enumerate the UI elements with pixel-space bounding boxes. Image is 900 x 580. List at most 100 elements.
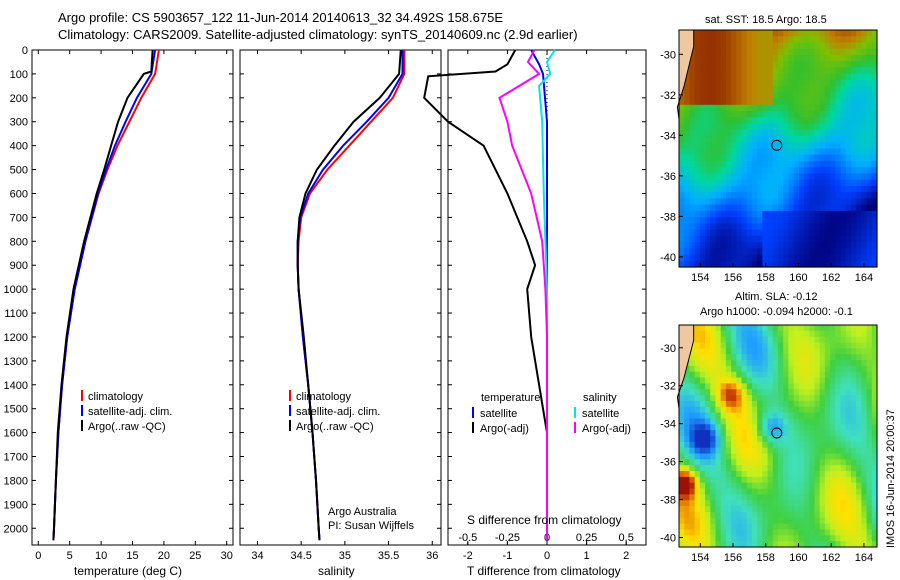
map-cell: [720, 92, 727, 100]
map-cell: [731, 383, 737, 390]
map-cell: [866, 441, 873, 449]
map-cell: [856, 73, 862, 81]
map-cell: [751, 436, 758, 443]
map-cell: [840, 360, 847, 367]
map-cell: [783, 198, 790, 206]
map-cell: [793, 523, 800, 531]
map-cell: [705, 482, 711, 490]
map-cell: [720, 465, 727, 472]
map-cell: [725, 129, 732, 137]
map-cell: [772, 36, 779, 44]
map-cell: [778, 210, 784, 218]
legend-title-salinity: salinity: [583, 392, 617, 404]
map-cell: [725, 79, 732, 87]
map-cell: [866, 67, 873, 75]
map-cell: [757, 418, 763, 425]
map-cell: [830, 325, 836, 332]
map-cell: [715, 92, 722, 100]
map-cell: [705, 342, 711, 349]
map-cell: [751, 36, 758, 44]
map-cell: [798, 494, 805, 501]
map-cell: [757, 98, 763, 106]
map-cell: [699, 476, 706, 484]
map-cell: [866, 500, 873, 507]
map-cell: [835, 160, 842, 168]
map-cell: [757, 506, 763, 513]
map-cell: [684, 447, 691, 455]
map-cell: [720, 342, 727, 349]
map-cell: [731, 377, 737, 385]
map-cell: [731, 476, 737, 484]
map-cell: [679, 111, 685, 118]
map-cell: [804, 395, 810, 402]
map-cell: [856, 98, 862, 106]
map-cell: [809, 476, 816, 484]
map-cell: [710, 154, 717, 162]
map-cell: [731, 242, 737, 249]
map-cell: [725, 389, 732, 396]
map-cell: [835, 154, 842, 162]
y-tick-label: 900: [10, 260, 28, 272]
map-cell: [751, 129, 758, 137]
map-cell: [731, 142, 737, 150]
map-cell: [798, 148, 805, 156]
map-cell: [689, 383, 696, 390]
map-cell: [835, 123, 842, 131]
map-cell: [767, 400, 774, 408]
map-cell: [720, 61, 727, 69]
map-cell: [725, 400, 732, 408]
map-cell: [736, 482, 743, 490]
map-cell: [684, 129, 691, 137]
map-cell: [850, 73, 857, 81]
map-cell: [731, 192, 737, 199]
map-cell: [804, 136, 810, 143]
map-cell: [830, 86, 836, 93]
map-cell: [840, 441, 847, 449]
map-cell: [824, 54, 831, 62]
map-cell: [746, 92, 753, 100]
map-cell: [689, 123, 696, 131]
map-cell: [866, 86, 873, 93]
map-cell: [856, 229, 862, 237]
map-cell: [736, 354, 743, 361]
map-x-tick-label: 160: [789, 552, 807, 564]
map-cell: [762, 342, 769, 349]
map-cell: [804, 441, 810, 449]
map-cell: [824, 248, 831, 256]
map-cell: [751, 48, 758, 56]
map-cell: [725, 235, 732, 243]
map-cell: [814, 377, 821, 385]
map-cell: [778, 377, 784, 385]
map-cell: [804, 476, 810, 484]
map-cell: [814, 424, 821, 431]
map-cell: [804, 494, 810, 501]
map-cell: [762, 535, 769, 542]
map-cell: [736, 500, 743, 507]
map-cell: [731, 129, 737, 137]
map-y-tick-label: -32: [660, 90, 676, 102]
map-cell: [840, 406, 847, 414]
map-cell: [757, 260, 763, 268]
map-cell: [757, 482, 763, 490]
map-cell: [725, 167, 732, 175]
map-cell: [845, 395, 852, 402]
map-cell: [819, 383, 826, 390]
map-cell: [731, 488, 737, 496]
map-cell: [856, 465, 862, 472]
map-cell: [725, 488, 732, 496]
map-cell: [757, 436, 763, 443]
map-cell: [840, 129, 847, 137]
map-cell: [767, 235, 774, 243]
map-cell: [741, 148, 748, 156]
map-cell: [850, 465, 857, 472]
map-cell: [814, 406, 821, 414]
map-cell: [746, 167, 753, 175]
map-cell: [845, 67, 852, 75]
map-cell: [772, 142, 779, 150]
map-cell: [757, 142, 763, 150]
map-cell: [798, 541, 805, 548]
map-cell: [809, 104, 816, 112]
map-cell: [866, 61, 873, 69]
map-cell: [861, 412, 868, 420]
